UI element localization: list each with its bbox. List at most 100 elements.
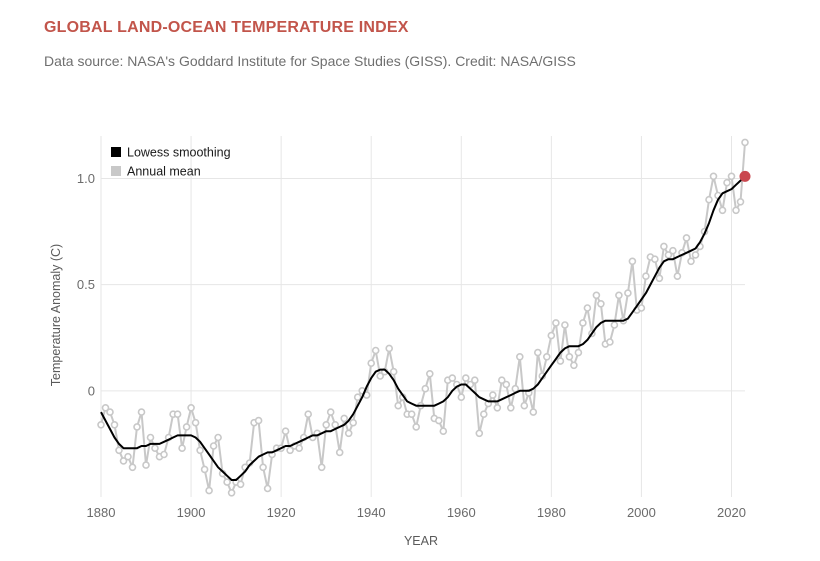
annual-mean-point bbox=[407, 410, 416, 419]
annual-mean-point bbox=[340, 414, 349, 423]
annual-mean-point bbox=[331, 420, 340, 429]
annual-mean-point bbox=[353, 393, 362, 402]
y-tick-label: 0.5 bbox=[77, 277, 95, 292]
annual-mean-point bbox=[583, 304, 592, 312]
annual-mean-point bbox=[200, 465, 209, 474]
annual-mean-point bbox=[723, 178, 731, 187]
annual-mean-point bbox=[214, 433, 222, 442]
annual-mean-point bbox=[736, 198, 745, 206]
annual-mean-point bbox=[254, 416, 263, 425]
annual-mean-point bbox=[205, 486, 213, 495]
annual-mean-point bbox=[718, 206, 727, 215]
annual-mean-point bbox=[344, 429, 353, 438]
annual-mean-point bbox=[281, 427, 290, 436]
lowess-smoothing-line bbox=[100, 175, 746, 481]
annual-mean-point bbox=[615, 291, 623, 300]
legend-swatch-annual bbox=[111, 166, 121, 176]
annual-mean-point bbox=[732, 206, 740, 215]
annual-mean-point bbox=[196, 446, 204, 455]
annual-mean-point bbox=[151, 444, 159, 453]
annual-mean-point bbox=[97, 420, 105, 429]
annual-mean-point bbox=[227, 488, 236, 497]
annual-mean-point bbox=[488, 391, 497, 399]
annual-mean-point bbox=[561, 321, 569, 329]
x-tick-label: 1960 bbox=[447, 505, 476, 520]
annual-mean-point bbox=[236, 480, 245, 489]
annual-mean-point bbox=[741, 138, 749, 147]
annual-mean-point bbox=[106, 408, 114, 416]
annual-mean-point bbox=[133, 423, 141, 431]
legend-label-lowess: Lowess smoothing bbox=[127, 146, 231, 160]
annual-mean-point bbox=[295, 444, 304, 453]
annual-mean-point bbox=[335, 448, 344, 457]
annual-mean-point bbox=[349, 418, 358, 427]
annual-mean-point bbox=[660, 242, 668, 251]
annual-mean-point bbox=[146, 433, 155, 442]
annual-mean-point bbox=[669, 246, 677, 255]
annual-mean-point bbox=[101, 403, 110, 412]
x-tick-label: 2000 bbox=[627, 505, 656, 520]
annual-mean-point bbox=[651, 255, 659, 264]
annual-mean-point bbox=[520, 401, 529, 410]
annual-mean-point bbox=[673, 272, 682, 281]
x-axis-label: YEAR bbox=[404, 534, 438, 548]
x-tick-label: 2020 bbox=[717, 505, 746, 520]
legend-label-annual: Annual mean bbox=[127, 165, 201, 179]
annual-mean-point bbox=[687, 257, 695, 266]
annual-mean-point bbox=[542, 352, 551, 361]
annual-mean-point bbox=[389, 367, 398, 376]
annual-mean-point bbox=[642, 272, 650, 281]
annual-mean-point bbox=[556, 357, 565, 365]
annual-mean-point bbox=[119, 457, 128, 465]
annual-mean-point bbox=[223, 478, 231, 486]
annual-mean-point bbox=[709, 172, 718, 181]
annual-mean-point bbox=[533, 348, 542, 357]
annual-mean-point bbox=[448, 374, 457, 382]
annual-mean-point bbox=[128, 463, 137, 472]
annual-mean-point bbox=[110, 420, 119, 429]
annual-mean-point bbox=[304, 410, 313, 419]
annual-mean-point bbox=[493, 403, 502, 412]
annual-mean-point bbox=[178, 444, 186, 453]
x-tick-label: 1880 bbox=[87, 505, 116, 520]
annual-mean-point bbox=[439, 427, 448, 436]
grid-layer bbox=[100, 136, 745, 497]
latest-value-marker bbox=[739, 170, 751, 182]
annual-mean-point bbox=[547, 331, 556, 340]
annual-mean-point bbox=[529, 408, 538, 416]
annual-mean-point bbox=[173, 410, 182, 419]
annual-mean-point bbox=[425, 369, 434, 378]
annual-mean-point bbox=[385, 344, 394, 353]
annual-mean-point bbox=[191, 418, 200, 427]
x-tick-label: 1980 bbox=[537, 505, 566, 520]
x-tick-label: 1940 bbox=[357, 505, 386, 520]
annual-mean-point bbox=[326, 408, 335, 416]
annual-mean-point bbox=[376, 372, 385, 380]
annual-mean-point bbox=[317, 463, 326, 472]
annual-mean-point bbox=[263, 484, 272, 493]
annual-mean-point bbox=[470, 376, 479, 385]
annual-mean-point bbox=[142, 461, 150, 469]
annual-mean-point bbox=[511, 384, 520, 393]
annual-mean-point bbox=[497, 376, 506, 385]
annual-mean-point bbox=[570, 361, 578, 370]
annual-mean-point bbox=[115, 446, 123, 455]
annual-mean-point bbox=[187, 403, 195, 412]
x-tick-label: 1900 bbox=[177, 505, 206, 520]
chart-subtitle: Data source: NASA's Goddard Institute fo… bbox=[44, 53, 576, 69]
annual-mean-point bbox=[624, 289, 632, 297]
annual-mean-point bbox=[479, 410, 488, 419]
annual-mean-point bbox=[322, 420, 331, 429]
series-layer bbox=[97, 138, 751, 497]
annual-mean-point bbox=[552, 319, 560, 327]
annual-mean-point bbox=[691, 251, 700, 259]
annual-mean-point bbox=[209, 442, 218, 450]
annual-mean-point bbox=[371, 346, 380, 355]
legend: Lowess smoothing Annual mean bbox=[111, 146, 231, 179]
y-axis-label: Temperature Anomaly (C) bbox=[49, 244, 63, 386]
annual-mean-point bbox=[655, 274, 664, 283]
tick-layer: 1880 1900 1920 1940 1960 1980 2000 2020 0 0.5 1.0 bbox=[77, 171, 746, 520]
y-tick-label: 1.0 bbox=[77, 171, 95, 186]
annual-mean-point bbox=[705, 195, 713, 204]
